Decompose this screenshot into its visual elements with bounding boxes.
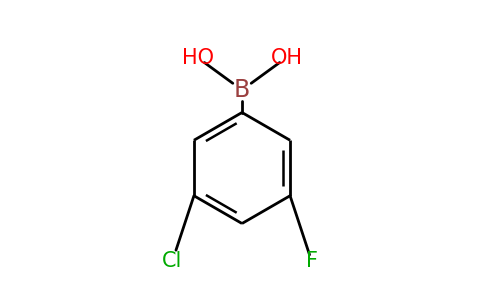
Text: Cl: Cl <box>162 251 182 271</box>
Text: F: F <box>305 251 318 271</box>
Text: B: B <box>234 78 250 102</box>
Text: OH: OH <box>271 48 302 68</box>
Text: HO: HO <box>182 48 213 68</box>
